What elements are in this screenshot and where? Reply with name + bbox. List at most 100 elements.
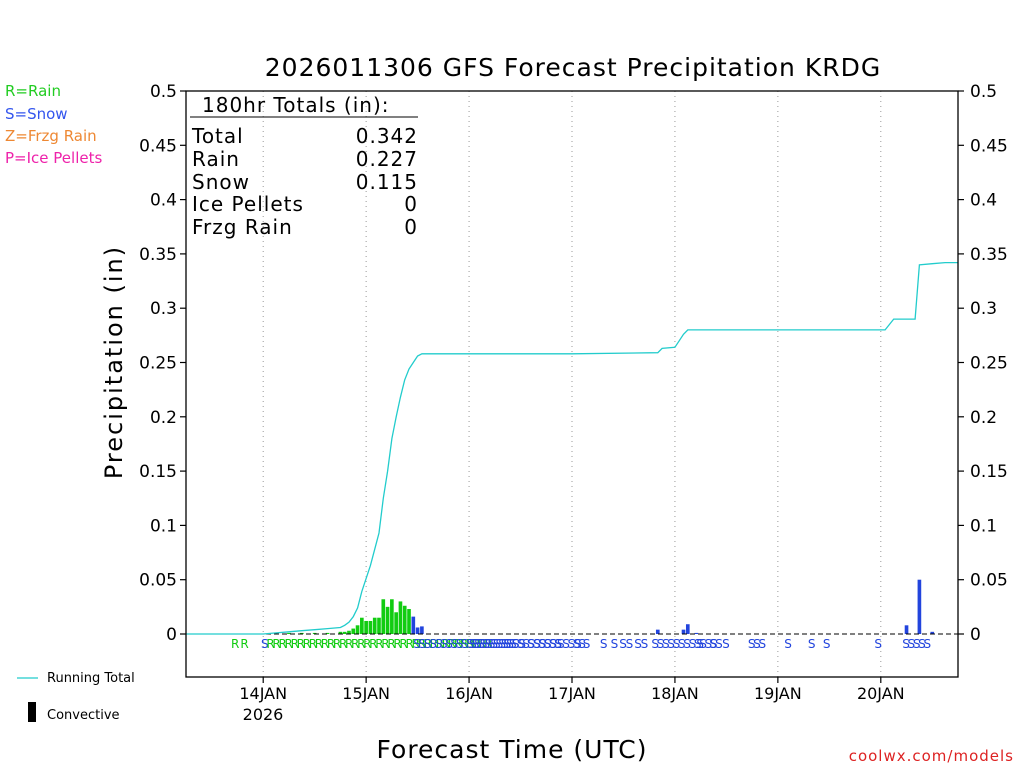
precip-bar: [312, 632, 317, 634]
precip-type-marker-snow: SSS: [748, 637, 766, 651]
precip-type-char: R: [478, 637, 486, 651]
totals-label-frzg-rain: Frzg Rain: [192, 215, 293, 239]
precip-bar: [420, 626, 424, 634]
precip-type-char: R: [484, 637, 492, 651]
precip-type-char: R: [315, 637, 323, 651]
precip-type-char: R: [472, 637, 480, 651]
precip-type-char: R: [266, 637, 274, 651]
precip-bar: [385, 606, 390, 634]
precip-bar: [917, 579, 922, 634]
precip-type-char: R: [285, 637, 293, 651]
precip-type-char: R: [278, 637, 286, 651]
precip-type-marker-snow: S: [641, 637, 650, 651]
precip-bar: [381, 599, 386, 634]
precip-type-char: R: [399, 637, 407, 651]
y-tick-label-left: 0.3: [150, 299, 177, 319]
precip-type-char: R: [297, 637, 305, 651]
totals-value-snow: 0.115: [356, 170, 418, 194]
precip-type-marker-snow: S: [600, 637, 609, 651]
precip-type-char: R: [327, 637, 335, 651]
x-tick-label: 19JAN: [754, 684, 802, 703]
precip-type-marker-snow: SS: [574, 637, 591, 651]
precip-type-marker-snow: S: [722, 637, 731, 651]
type-legend-rain: R=Rain: [5, 82, 61, 100]
y-tick-label-right: 0.1: [970, 516, 997, 536]
precip-bar: [347, 630, 351, 634]
precip-type-char: R: [412, 637, 420, 651]
x-tick-label: 20JAN: [857, 684, 905, 703]
y-tick-label-right: 0.15: [970, 462, 1008, 482]
precip-bar: [411, 616, 416, 634]
precip-type-char: R: [339, 637, 347, 651]
totals-box: 180hr Totals (in): Total 0.342 Rain 0.22…: [190, 93, 418, 239]
precip-type-char: R: [291, 637, 299, 651]
precip-type-char: R: [375, 637, 383, 651]
precip-bar: [398, 601, 403, 634]
precip-type-marker-snow: SSSSSSSSSSSSSSSSS: [469, 637, 561, 651]
y-tick-label-right: 0.45: [970, 136, 1008, 156]
precip-type-char: R: [357, 637, 365, 651]
precip-bar: [390, 599, 394, 634]
totals-value-frzg-rain: 0: [404, 215, 418, 239]
y-tick-label-left: 0.2: [150, 408, 177, 428]
y-tick-label-right: 0.35: [970, 245, 1008, 265]
precip-type-marker-snow: SSSSSSSSSSSSS: [651, 637, 722, 651]
y-axis-right: 0 0.05 0.1 0.15 0.2 0.25 0.3 0.35 0.4 0.45 0.5: [958, 82, 1008, 645]
precip-bars: [287, 579, 935, 634]
y-tick-label-right: 0.5: [970, 82, 997, 102]
running-total-legend-label: Running Total: [47, 671, 135, 686]
precip-type-marker-snow: SS: [626, 637, 643, 651]
precip-type-char: R: [424, 637, 432, 651]
totals-label-ice-pellets: Ice Pellets: [192, 192, 304, 216]
x-tick-label: 15JAN: [342, 684, 390, 703]
precip-type-marker-snow: SS: [503, 637, 520, 651]
precip-bar: [415, 627, 420, 634]
precip-type-char: R: [405, 637, 413, 651]
y-tick-label-left: 0.5: [150, 82, 177, 102]
totals-label-snow: Snow: [192, 170, 250, 194]
precip-type-char: R: [454, 637, 462, 651]
x-tick-label: 14JAN: [239, 684, 287, 703]
precip-type-char: R: [363, 637, 371, 651]
series-legend: Running Total Convective: [17, 671, 135, 723]
precip-type-char: R: [418, 637, 426, 651]
y-tick-label-left: 0.1: [150, 516, 177, 536]
precip-bar: [351, 628, 356, 634]
precip-type-char: R: [393, 637, 401, 651]
precip-type-char: R: [333, 637, 341, 651]
precip-type-marker-snow: S: [784, 637, 793, 651]
type-legend-frzg-rain: Z=Frzg Rain: [5, 127, 97, 145]
y-tick-label-left: 0.25: [139, 354, 177, 374]
y-axis-left: 0 0.05 0.1 0.15 0.2 0.25 0.3 0.35 0.4 0.45 0.5: [139, 82, 186, 645]
running-total-line: [186, 261, 958, 635]
y-tick-label-left: 0.15: [139, 462, 177, 482]
precip-type-marker-snow: SSSSS: [533, 637, 561, 651]
type-legend-ice-pellets: P=Ice Pellets: [5, 149, 102, 167]
y-tick-label-left: 0.4: [150, 191, 177, 211]
precip-type-char: R: [381, 637, 389, 651]
y-tick-label-right: 0.2: [970, 408, 997, 428]
y-axis-label: Precipitation (in): [100, 245, 128, 479]
y-tick-label-right: 0.3: [970, 299, 997, 319]
convective-legend-swatch: [28, 702, 36, 722]
precip-bar: [681, 629, 686, 634]
precip-type-char: R: [272, 637, 280, 651]
precip-type-char: R: [460, 637, 468, 651]
totals-label-total: Total: [191, 124, 244, 148]
precip-type-marker-snow: SSSSSSSSSSSSSSSSSSS: [413, 637, 516, 651]
precip-type-char: R: [387, 637, 395, 651]
plot-frame: [185, 90, 959, 678]
totals-value-rain: 0.227: [356, 147, 418, 171]
chart-title: 2026011306 GFS Forecast Precipitation KR…: [265, 53, 881, 82]
precip-bar: [360, 617, 364, 634]
precip-type-char: R: [466, 637, 474, 651]
precip-type-marker-snow: SS: [518, 637, 535, 651]
x-tick-label: 17JAN: [548, 684, 596, 703]
x-tick-label: 18JAN: [651, 684, 699, 703]
precip-bar: [377, 617, 381, 634]
precip-bar: [368, 620, 373, 634]
precip-type-char: R: [442, 637, 450, 651]
type-legend: R=Rain S=Snow Z=Frzg Rain P=Ice Pellets: [5, 82, 102, 167]
precip-type-markers: RR SRRRRRRRRRRRRRRRRRRRRRRRRRRRRRRRRRRRRR…: [231, 637, 933, 651]
